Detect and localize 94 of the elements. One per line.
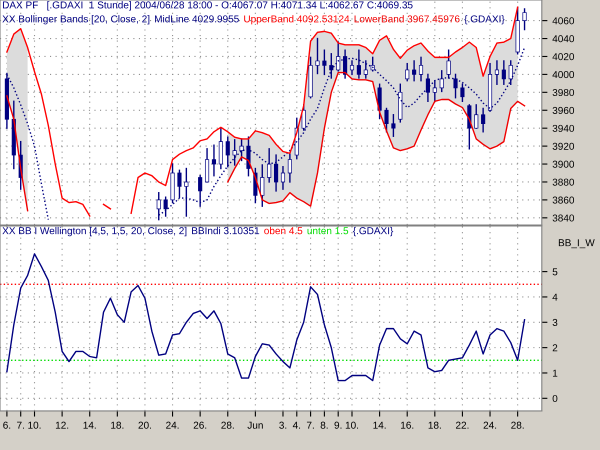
y-tick-label: 5 (552, 268, 558, 276)
x-tick-label: 12. (56, 422, 68, 429)
x-tick-label: 9. (334, 422, 342, 429)
candlestick (288, 152, 292, 183)
y-tick-label: 4060 (552, 17, 574, 24)
candlestick (322, 50, 326, 76)
candlestick (418, 56, 424, 82)
candlestick (474, 104, 478, 129)
x-tick-label: 3. (279, 422, 286, 429)
candlestick (302, 104, 306, 131)
x-tick-label: 14. (84, 422, 96, 429)
candlestick (274, 154, 278, 192)
y-axis-title: BB_I_W (558, 239, 595, 248)
text: LowerBand 3967.45976 (354, 15, 460, 22)
annotation: {.GDAXI} (464, 15, 505, 24)
candlestick (212, 144, 216, 176)
x-tick-label: 10. (28, 422, 41, 429)
y-tick-label: 3980 (552, 88, 574, 96)
candlestick (198, 175, 202, 207)
x-tick-label: 14. (373, 422, 386, 429)
y-tick-label: 3880 (552, 178, 574, 186)
text: XX Bollinger Bands [20, Close, 2] (2, 15, 150, 24)
y-tick-label: 4020 (552, 53, 574, 60)
x-tick-label: 4. (292, 422, 300, 429)
y-tick-label: 4000 (552, 71, 574, 78)
x-tick-label: 16. (401, 422, 414, 429)
x-tick-label: 18. (428, 422, 441, 429)
candlestick (412, 60, 416, 82)
x-tick-label: 10. (346, 422, 358, 429)
x-tick-label: 24. (484, 422, 496, 429)
y-tick-label: 4 (552, 294, 558, 301)
candlestick (453, 74, 458, 98)
x-tick-label: 8. (320, 422, 328, 429)
candlestick (384, 108, 389, 132)
x-tick-label: 26. (194, 422, 206, 429)
candlestick (364, 60, 368, 79)
candlestick (494, 60, 500, 85)
candlestick (350, 60, 354, 76)
y-tick-label: 3940 (552, 124, 574, 132)
candlestick (356, 50, 361, 79)
ref-line-label: oben 4.5 (264, 226, 302, 234)
candlestick (502, 60, 506, 85)
candlestick (164, 196, 168, 217)
x-tick-label: 20. (138, 422, 151, 429)
candlestick (315, 38, 320, 74)
candlestick (508, 60, 513, 85)
x-tick-label: Jun (247, 422, 263, 429)
candlestick (260, 164, 264, 207)
annotation: {.GDAXI} (352, 226, 394, 236)
ref-line-label: unten 1.5 (308, 227, 348, 234)
y-tick-label: 3860 (552, 196, 574, 204)
y-tick-label: 2 (552, 344, 558, 352)
candlestick (226, 136, 230, 168)
y-tick-label: 3960 (552, 106, 574, 114)
y-tick-label: 0 (552, 394, 558, 402)
x-tick-label: 18. (111, 422, 124, 429)
chart-title: DAX PF [.GDAXI 1 Stunde] 2004/06/28 18:00 - O:4067.07 H:4071.34 L:4062.67 C:4069.35 (2, 1, 413, 10)
y-tick-label: 1 (552, 370, 558, 377)
x-tick-label: 7. (306, 422, 314, 429)
candlestick (204, 148, 210, 183)
candlestick (426, 74, 430, 102)
y-tick-label: 3920 (552, 142, 574, 150)
candlestick (446, 50, 451, 79)
x-tick-label: 28. (511, 422, 524, 429)
x-tick-label: 28. (221, 422, 234, 429)
candlestick (184, 168, 188, 217)
x-tick-label: 7. (17, 422, 24, 429)
chart-title: XX BB I Wellington [4,5, 1,5, 20, Close, 2] (2, 226, 186, 236)
candlestick (177, 170, 182, 198)
y-tick-label: 3 (552, 318, 558, 326)
x-tick-label: 22. (456, 422, 468, 429)
candlestick (370, 56, 375, 72)
candlestick (405, 62, 410, 82)
x-tick-label: 24. (166, 422, 179, 429)
candlestick (440, 70, 444, 92)
line-series (6, 253, 526, 382)
candlestick (218, 127, 223, 170)
series-label: UpperBand 4092.53124 (244, 15, 350, 24)
candlestick (329, 53, 334, 79)
candlestick (239, 138, 244, 162)
candlestick (522, 8, 527, 30)
text: MidLine 4029.9955 (155, 15, 239, 22)
candlestick (460, 84, 465, 102)
candlestick (280, 166, 286, 190)
x-tick-label: 6. (3, 422, 10, 429)
candlestick (391, 114, 396, 137)
y-tick-label: 3840 (552, 214, 574, 222)
candlestick (232, 139, 237, 166)
candlestick (432, 80, 437, 102)
y-tick-label: 4040 (552, 35, 574, 42)
candlestick (481, 108, 486, 132)
y-tick-label: 3900 (552, 160, 574, 168)
candlestick (267, 148, 272, 183)
text: BBIndi 3.10351 (192, 226, 260, 234)
